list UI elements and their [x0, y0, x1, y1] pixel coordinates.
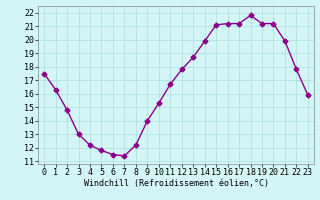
X-axis label: Windchill (Refroidissement éolien,°C): Windchill (Refroidissement éolien,°C) — [84, 179, 268, 188]
